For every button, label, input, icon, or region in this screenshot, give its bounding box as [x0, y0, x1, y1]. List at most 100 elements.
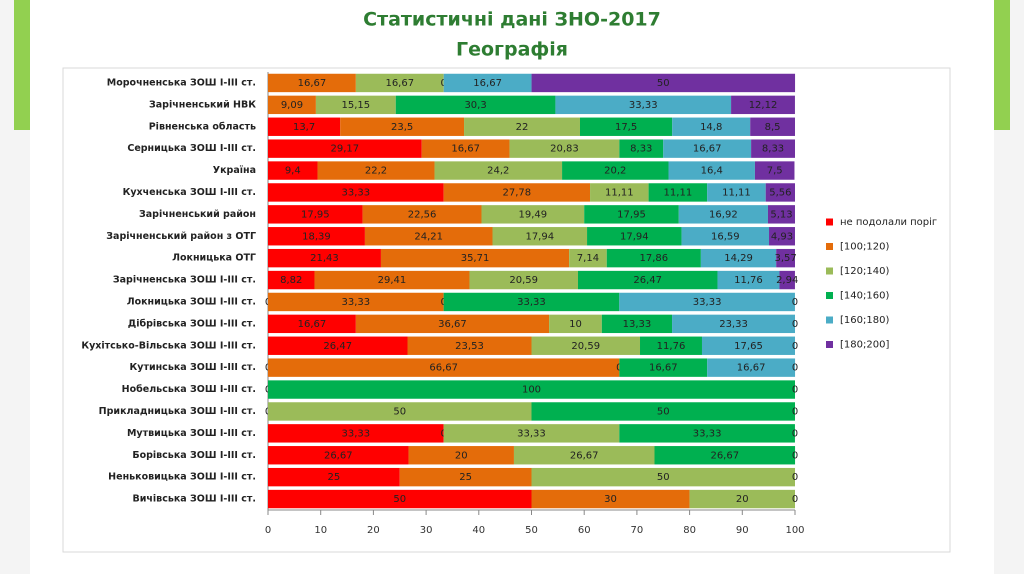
bar-segment — [606, 248, 701, 268]
bar-segment — [689, 489, 795, 509]
x-tick-label: 40 — [472, 525, 485, 536]
bar-segment — [717, 270, 780, 290]
bar-segment — [443, 424, 620, 443]
data-label: 8,82 — [280, 275, 302, 286]
bar-segment — [268, 161, 318, 180]
bar-segment — [268, 292, 444, 312]
legend-label: [180;200] — [840, 340, 889, 351]
data-label: 50 — [657, 78, 670, 89]
bar-segment — [531, 402, 795, 421]
data-label: 13,7 — [293, 122, 315, 133]
data-label: 9,09 — [281, 100, 303, 111]
bar-segment — [317, 161, 435, 180]
data-label: 22,56 — [408, 209, 437, 220]
bar-segment — [707, 183, 766, 202]
bar-segment — [464, 117, 580, 136]
data-label: 17,95 — [617, 209, 646, 220]
bar-segment — [268, 446, 409, 465]
data-label: 23,53 — [455, 341, 484, 352]
bar-segment — [268, 205, 363, 224]
bar-segment — [268, 402, 532, 421]
data-label: 33,33 — [517, 428, 546, 439]
data-label: 66,67 — [429, 363, 458, 374]
bar-segment — [769, 227, 795, 246]
data-label: 16,67 — [473, 78, 502, 89]
data-label: 33,33 — [629, 100, 658, 111]
data-label: 8,33 — [630, 144, 652, 155]
data-label: 33,33 — [693, 297, 722, 308]
bar-segment — [579, 117, 673, 136]
bar-segment — [315, 95, 396, 115]
x-tick-label: 50 — [525, 525, 538, 536]
data-label: 26,47 — [633, 275, 662, 286]
y-tick-label: Кухченська ЗОШ І-ІІІ ст. — [123, 187, 256, 198]
data-label: 20,59 — [509, 275, 538, 286]
data-label: 5,13 — [770, 209, 792, 220]
data-label: 50 — [657, 472, 670, 483]
data-label: 24,21 — [414, 231, 443, 242]
data-label: 9,4 — [285, 166, 301, 177]
bar-segment — [268, 227, 365, 246]
bar-segment — [531, 467, 795, 487]
data-label: 0 — [792, 406, 798, 417]
x-tick-label: 70 — [631, 525, 644, 536]
data-label: 20 — [736, 494, 749, 505]
data-label: 16,67 — [693, 144, 722, 155]
data-label: 50 — [393, 406, 406, 417]
y-tick-label: Зарічненська ЗОШ І-ІІІ ст. — [113, 275, 256, 286]
bar-segment — [776, 248, 795, 268]
bar-segment — [513, 446, 655, 465]
data-label: 17,5 — [615, 122, 637, 133]
bar-segment — [443, 292, 620, 312]
bar-segment — [531, 336, 641, 355]
bar-segment — [268, 314, 356, 334]
data-label: 27,78 — [503, 187, 532, 198]
data-label: 0 — [792, 341, 798, 352]
data-label: 26,67 — [324, 450, 353, 461]
bar-segment — [268, 183, 444, 202]
legend-label: [160;180) — [840, 315, 889, 326]
legend-label: [140;160) — [840, 291, 889, 302]
bar-segment — [268, 248, 381, 268]
x-tick-label: 90 — [736, 525, 749, 536]
data-label: 18,39 — [302, 231, 331, 242]
data-label: 8,33 — [762, 144, 784, 155]
data-label: 11,76 — [734, 275, 763, 286]
data-label: 7,5 — [767, 166, 783, 177]
bar-segment — [399, 467, 532, 487]
data-label: 11,11 — [722, 187, 751, 198]
data-label: 26,47 — [323, 341, 352, 352]
bar-segment — [701, 336, 795, 355]
data-label: 26,67 — [710, 450, 739, 461]
bar-segment — [509, 139, 620, 158]
bar-segment — [340, 117, 465, 136]
bar-segment — [672, 117, 751, 136]
data-label: 33,33 — [342, 187, 371, 198]
legend-swatch — [826, 316, 833, 324]
bar-segment — [408, 446, 514, 465]
bar-segment — [619, 358, 708, 377]
data-label: 30,3 — [464, 100, 486, 111]
x-tick-label: 80 — [683, 525, 696, 536]
data-label: 24,2 — [487, 166, 509, 177]
data-label: 30 — [604, 494, 617, 505]
legend-label: [120;140) — [840, 266, 889, 277]
data-label: 11,11 — [664, 187, 693, 198]
bar-segment — [640, 336, 702, 355]
bar-segment — [314, 270, 470, 290]
data-label: 11,76 — [657, 341, 686, 352]
y-tick-label: Зарічненський район — [139, 209, 256, 220]
y-tick-label: Борівська ЗОШ І-ІІІ ст. — [132, 450, 256, 461]
data-label: 17,95 — [301, 209, 330, 220]
data-label: 20,2 — [604, 166, 626, 177]
bar-segment — [268, 117, 341, 136]
y-tick-label: Дібрівська ЗОШ І-ІІІ ст. — [128, 318, 256, 329]
y-tick-label: Прикладницька ЗОШ І-ІІІ ст. — [99, 406, 256, 417]
bar-segment — [555, 95, 732, 115]
bar-segment — [577, 270, 718, 290]
data-label: 0 — [792, 450, 798, 461]
data-label: 4,93 — [771, 231, 793, 242]
data-label: 16,67 — [298, 319, 327, 330]
bar-segment — [407, 336, 532, 355]
